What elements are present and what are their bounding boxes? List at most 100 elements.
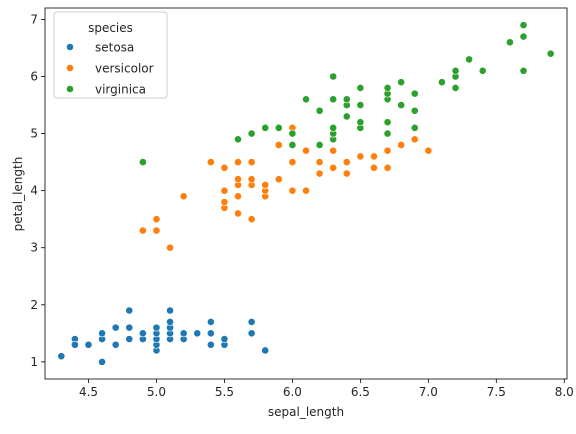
y-tick-label: 2: [30, 298, 38, 312]
data-point-virginica: [519, 66, 528, 75]
data-point-virginica: [356, 84, 365, 92]
data-point-versicolor: [424, 146, 433, 155]
data-point-virginica: [288, 129, 297, 138]
data-point-setosa: [98, 357, 106, 366]
data-point-virginica: [410, 89, 419, 98]
data-point-setosa: [247, 318, 256, 326]
data-point-setosa: [111, 323, 120, 332]
data-point-virginica: [383, 118, 392, 127]
data-point-virginica: [383, 129, 392, 138]
data-point-versicolor: [288, 186, 297, 195]
data-point-virginica: [356, 118, 365, 127]
data-point-versicolor: [206, 158, 215, 167]
data-point-versicolor: [356, 152, 365, 161]
data-point-versicolor: [288, 158, 297, 167]
y-tick-label: 5: [30, 127, 38, 141]
x-tick-label: 4.5: [79, 385, 98, 399]
data-point-setosa: [125, 335, 134, 343]
data-point-virginica: [315, 141, 324, 149]
data-point-virginica: [288, 141, 297, 149]
data-points: [57, 21, 555, 366]
data-point-virginica: [519, 21, 528, 30]
data-point-virginica: [315, 106, 324, 115]
data-point-virginica: [247, 129, 256, 138]
data-point-setosa: [125, 323, 134, 332]
data-point-virginica: [506, 38, 514, 47]
data-point-setosa: [84, 340, 93, 349]
data-point-virginica: [356, 101, 365, 109]
y-tick-label: 1: [30, 355, 38, 369]
data-point-versicolor: [315, 169, 324, 178]
legend-title: species: [88, 21, 133, 35]
data-point-setosa: [166, 318, 174, 326]
x-tick-label: 6.0: [283, 385, 302, 399]
legend-marker-versicolor: [66, 64, 74, 72]
data-point-setosa: [179, 329, 188, 338]
data-point-virginica: [410, 123, 419, 132]
data-point-versicolor: [342, 158, 351, 167]
data-point-virginica: [342, 95, 351, 104]
data-point-virginica: [519, 32, 528, 41]
data-point-versicolor: [329, 146, 338, 155]
legend-frame: [53, 11, 168, 99]
data-point-versicolor: [383, 163, 392, 172]
axes: 4.5 5.0 5.5 6.0 6.5 7.0 7.5 8.0 1 2 3 4 5 6 7: [30, 7, 574, 399]
data-point-setosa: [98, 329, 106, 338]
data-point-setosa: [152, 323, 161, 332]
legend-label-versicolor: versicolor: [95, 62, 154, 76]
data-point-virginica: [329, 123, 338, 132]
x-tick-label: 5.0: [147, 385, 166, 399]
legend-marker-virginica: [66, 85, 74, 93]
data-point-virginica: [397, 101, 406, 109]
data-point-virginica: [478, 66, 487, 75]
data-point-virginica: [546, 49, 555, 58]
x-tick-label: 7.0: [419, 385, 438, 399]
data-point-virginica: [451, 66, 460, 75]
data-point-setosa: [193, 329, 202, 338]
data-point-versicolor: [234, 175, 242, 184]
data-point-versicolor: [410, 135, 419, 144]
data-point-versicolor: [247, 158, 256, 167]
data-point-virginica: [302, 95, 310, 104]
data-point-versicolor: [152, 215, 161, 224]
y-tick-label: 3: [30, 241, 38, 255]
data-point-virginica: [465, 55, 474, 64]
y-tick-label: 6: [30, 69, 38, 83]
x-tick-label: 5.5: [215, 385, 234, 399]
data-point-versicolor: [261, 181, 270, 189]
data-point-virginica: [410, 106, 419, 115]
data-point-versicolor: [329, 163, 338, 172]
data-point-virginica: [397, 78, 406, 87]
data-point-setosa: [206, 340, 215, 349]
legend-marker-setosa: [66, 43, 74, 51]
data-point-virginica: [138, 158, 147, 167]
data-point-setosa: [247, 329, 256, 338]
y-tick-label: 4: [30, 184, 38, 198]
data-point-virginica: [451, 84, 460, 92]
data-point-setosa: [111, 340, 120, 349]
data-point-versicolor: [302, 186, 310, 195]
data-point-virginica: [383, 84, 392, 92]
data-point-versicolor: [234, 209, 242, 218]
y-axis-label: petal_length: [11, 157, 25, 232]
y-tick-label: 7: [30, 12, 38, 26]
data-point-versicolor: [315, 158, 324, 167]
data-point-setosa: [71, 340, 79, 349]
data-point-versicolor: [397, 141, 406, 149]
data-point-versicolor: [274, 141, 283, 149]
data-point-setosa: [220, 335, 229, 343]
data-point-virginica: [329, 72, 338, 81]
data-point-versicolor: [383, 146, 392, 155]
x-tick-label: 6.5: [351, 385, 370, 399]
legend: species setosa versicolor virginica: [53, 11, 168, 99]
plot-frame: [44, 7, 568, 380]
data-point-versicolor: [274, 175, 283, 184]
data-point-versicolor: [247, 175, 256, 184]
data-point-virginica: [261, 123, 270, 132]
data-point-versicolor: [220, 186, 229, 195]
data-point-virginica: [274, 123, 283, 132]
data-point-versicolor: [220, 198, 229, 206]
data-point-setosa: [57, 352, 66, 361]
data-point-virginica: [329, 95, 338, 104]
